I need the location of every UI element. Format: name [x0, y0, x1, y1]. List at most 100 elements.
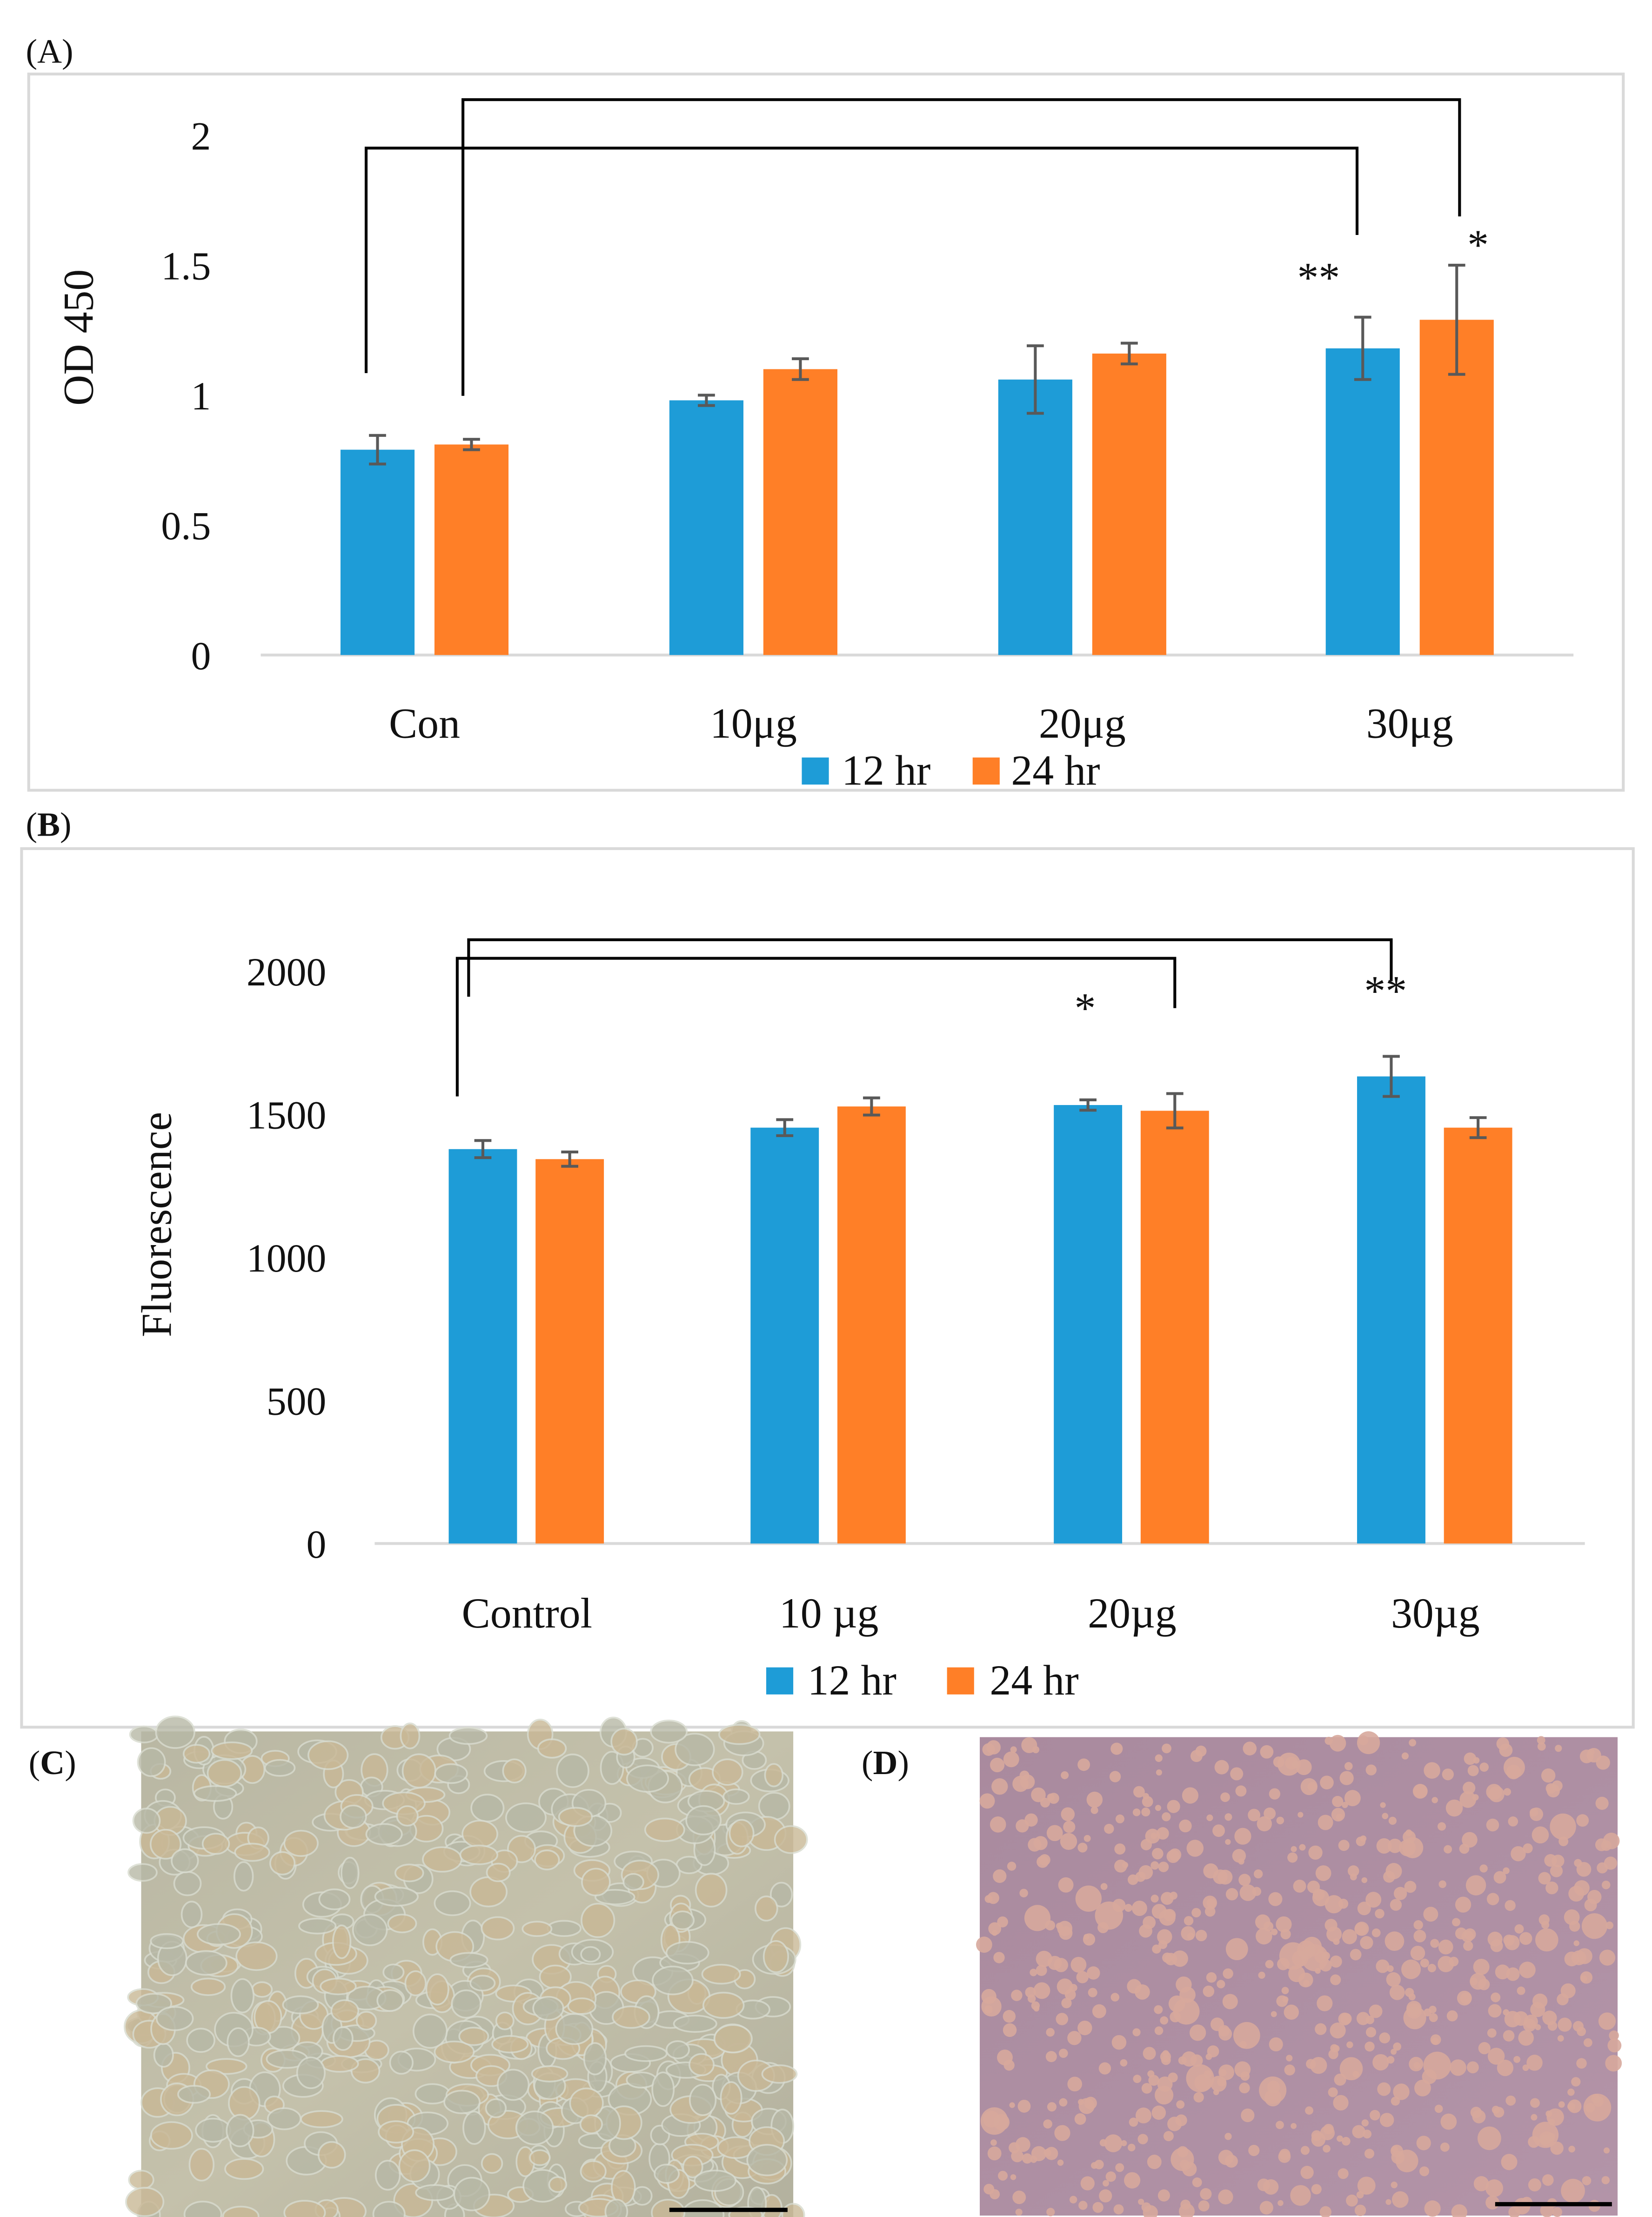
cell: [1420, 1958, 1429, 1968]
cell: [1574, 1880, 1590, 1896]
cell: [1243, 1741, 1257, 1755]
cell: [1413, 1929, 1426, 1942]
cell: [396, 1805, 419, 1827]
cell: [1009, 2102, 1015, 2108]
cell: [1350, 1949, 1362, 1961]
cell: [340, 1804, 367, 1829]
cell: [1545, 1882, 1558, 1895]
cell: [1338, 1840, 1350, 1851]
cell: [1222, 1994, 1238, 2009]
cell: [1558, 2101, 1565, 2108]
cell: [1555, 1745, 1562, 1752]
cell: [332, 2026, 354, 2051]
cell: [1131, 1900, 1147, 1916]
cell: [1567, 2089, 1575, 2096]
cell: [755, 1896, 778, 1922]
cell: [1265, 1960, 1274, 1969]
cell: [1532, 2122, 1559, 2148]
cell: [1347, 1865, 1359, 1877]
cell: [762, 1940, 789, 1973]
bar-24hr: [1092, 353, 1166, 655]
cell: [1248, 2144, 1260, 2157]
cell: [434, 2040, 475, 2063]
cell: [502, 1758, 527, 1784]
cell: [1176, 2100, 1185, 2109]
cell: [1157, 1929, 1172, 1944]
cell: [1337, 2135, 1343, 2142]
cell: [1019, 1889, 1028, 1898]
cell: [481, 1916, 515, 1941]
cell: [1254, 1869, 1263, 1879]
cell: [1557, 2035, 1564, 2042]
cell: [1550, 1813, 1576, 1840]
cell: [1078, 2201, 1088, 2210]
cell: [515, 2110, 554, 2145]
cell: [1467, 1765, 1479, 1776]
cell: [201, 1833, 230, 1855]
cell: [1545, 1783, 1557, 1794]
cell: [1346, 2194, 1358, 2207]
cell: [1181, 1926, 1196, 1941]
cell: [1424, 2200, 1441, 2217]
cell: [177, 2085, 211, 2104]
cell: [1077, 1842, 1088, 1853]
cell: [1233, 2022, 1260, 2049]
x-tick-label: Control: [462, 1589, 593, 1637]
cell: [1440, 2142, 1450, 2152]
cell: [991, 1778, 1008, 1795]
cell: [1486, 1893, 1499, 1905]
error-bar: [1166, 1092, 1184, 1130]
cell: [651, 2071, 675, 2107]
cell: [404, 1970, 427, 1996]
cell: [193, 1785, 237, 1802]
cell: [1414, 2079, 1431, 2096]
cell: [1150, 1861, 1159, 1870]
cell: [1603, 2147, 1610, 2154]
cell: [398, 2149, 431, 2183]
cell: [1171, 1950, 1188, 1967]
cell: [1319, 2206, 1332, 2217]
cell: [650, 1719, 688, 1744]
cell: [1076, 1971, 1089, 1983]
cell: [1609, 2030, 1619, 2041]
cell: [352, 1914, 388, 1946]
error-bar: [863, 1096, 880, 1117]
cell: [1595, 1796, 1609, 1810]
cell: [1305, 2106, 1313, 2115]
bar-12hr: [1325, 348, 1400, 655]
cell: [1550, 1864, 1563, 1877]
cell: [1061, 1807, 1075, 1822]
cell: [1255, 1914, 1271, 1930]
cell: [1212, 1824, 1225, 1837]
cell: [412, 2013, 448, 2049]
cell: [1145, 1829, 1160, 1844]
cell: [1535, 1928, 1558, 1952]
cell: [1537, 1736, 1545, 1745]
error-bar: [776, 1118, 794, 1137]
x-tick-label: 30μg: [1366, 699, 1453, 747]
cell: [1523, 2018, 1536, 2032]
cell: [1160, 2016, 1169, 2025]
cell: [1291, 1846, 1297, 1852]
cell: [1593, 2096, 1604, 2107]
cell: [365, 1823, 403, 1846]
cell: [1024, 1905, 1051, 1931]
cell: [1519, 1932, 1532, 1945]
error-bar: [792, 357, 809, 381]
cell: [1583, 2038, 1592, 2047]
cell: [1286, 2055, 1293, 2062]
cell: [1365, 2027, 1377, 2037]
cell: [1529, 1808, 1538, 1817]
cell: [1438, 1880, 1446, 1889]
cell: [981, 1989, 997, 2004]
cell: [1605, 2055, 1622, 2072]
cell: [1134, 1984, 1150, 2000]
bar-24hr: [1444, 1127, 1512, 1544]
cell: [1020, 1774, 1035, 1789]
cell: [1491, 1992, 1501, 2003]
cell: [695, 1873, 728, 1908]
cell: [1361, 1877, 1368, 1883]
bar-24hr: [837, 1106, 906, 1544]
cell: [1324, 1736, 1333, 1745]
cell: [1016, 1819, 1029, 1833]
